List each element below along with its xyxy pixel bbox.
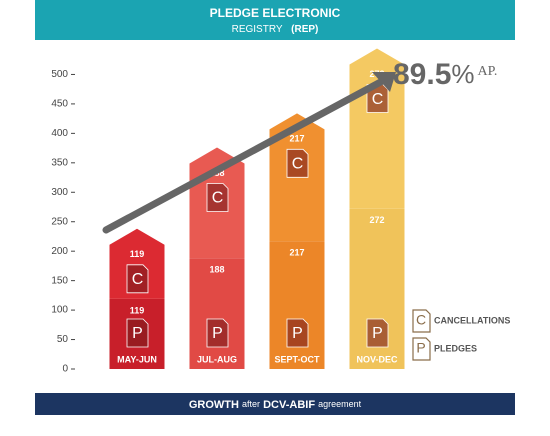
y-tick-label: 500 (51, 69, 68, 80)
annotation-part: 89.5 (393, 58, 451, 91)
y-tick-label: 450 (51, 99, 68, 110)
subtitle-part: REGISTRY (232, 24, 283, 35)
doc-icon (126, 318, 149, 348)
icon-letter: P (292, 325, 303, 342)
y-tick-label: 0 (62, 364, 68, 375)
icon-letter: C (212, 190, 224, 207)
annotation-part: AP. (478, 64, 498, 79)
annotation: 89.5% AP. (393, 58, 497, 91)
footer-part: after (242, 399, 260, 409)
legend-label: PLEDGES (434, 343, 477, 353)
doc-icon (206, 183, 229, 212)
chart-subtitle: REGISTRY (REP) (232, 24, 319, 35)
header-band (35, 0, 515, 40)
doc-icon (126, 264, 149, 294)
footer: GROWTH after DCV-ABIF agreement (189, 399, 362, 411)
annotation-part: % (451, 59, 474, 89)
x-tick-label: SEPT-OCT (274, 354, 320, 364)
y-tick-label: 150 (51, 275, 68, 286)
footer-band (35, 393, 515, 415)
bar-segment (109, 228, 165, 299)
y-tick-label: 400 (51, 128, 68, 139)
value-label: 272 (369, 215, 384, 225)
bar-segment (269, 241, 325, 369)
value-label: 119 (130, 249, 145, 259)
icon-letter: C (372, 91, 384, 108)
icon-letter: P (372, 325, 383, 342)
legend-letter: C (416, 312, 426, 328)
y-tick-label: 200 (51, 246, 68, 257)
icon-letter: P (132, 325, 143, 342)
x-tick-label: JUL-AUG (197, 354, 237, 364)
y-tick-label: 300 (51, 187, 68, 198)
value-label: 188 (209, 265, 224, 275)
legend-icon (412, 337, 431, 361)
doc-icon (286, 148, 309, 178)
x-tick-label: NOV-DEC (356, 354, 398, 364)
chart-title: PLEDGE ELECTRONIC (210, 6, 341, 20)
y-tick-label: 100 (51, 305, 68, 316)
legend-letter: P (416, 340, 425, 356)
y-tick-label: 250 (51, 216, 68, 227)
arrow-head (372, 72, 396, 92)
footer-part: DCV-ABIF (263, 399, 315, 411)
icon-letter: C (132, 271, 144, 288)
footer-part: agreement (318, 399, 362, 409)
value-label: 217 (289, 134, 304, 144)
legend-icon (412, 309, 431, 333)
icon-letter: C (292, 156, 304, 173)
legend-label: CANCELLATIONS (434, 315, 510, 325)
growth-arrow (102, 74, 392, 234)
icon-letter: P (212, 325, 223, 342)
doc-icon (286, 318, 309, 348)
y-tick-label: 50 (57, 334, 69, 345)
doc-icon (366, 318, 389, 348)
y-tick-label: 350 (51, 157, 68, 168)
x-tick-label: MAY-JUN (117, 354, 157, 364)
bar-segment (189, 258, 245, 369)
value-label: 217 (289, 248, 304, 258)
value-label: 119 (130, 305, 145, 315)
footer-part: GROWTH (189, 399, 239, 411)
subtitle-part: (REP) (291, 24, 318, 35)
doc-icon (206, 318, 229, 348)
